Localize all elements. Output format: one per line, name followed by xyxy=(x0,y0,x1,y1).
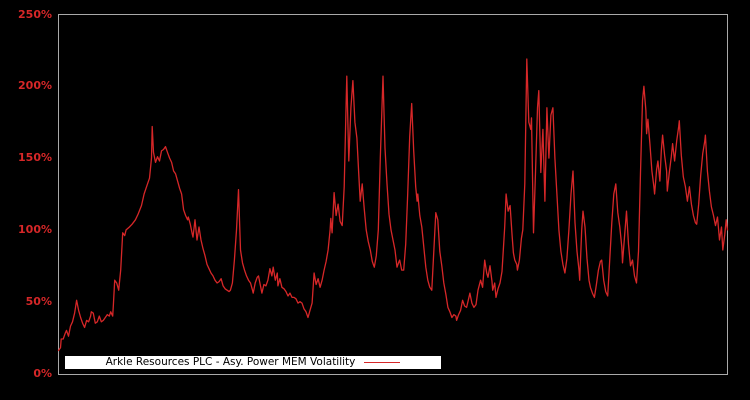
volatility-series-line xyxy=(57,58,729,352)
plot-area-border xyxy=(58,14,728,375)
legend-label: Arkle Resources PLC - Asy. Power MEM Vol… xyxy=(105,356,356,368)
legend: Arkle Resources PLC - Asy. Power MEM Vol… xyxy=(65,356,441,369)
legend-line-sample-icon xyxy=(364,362,401,363)
